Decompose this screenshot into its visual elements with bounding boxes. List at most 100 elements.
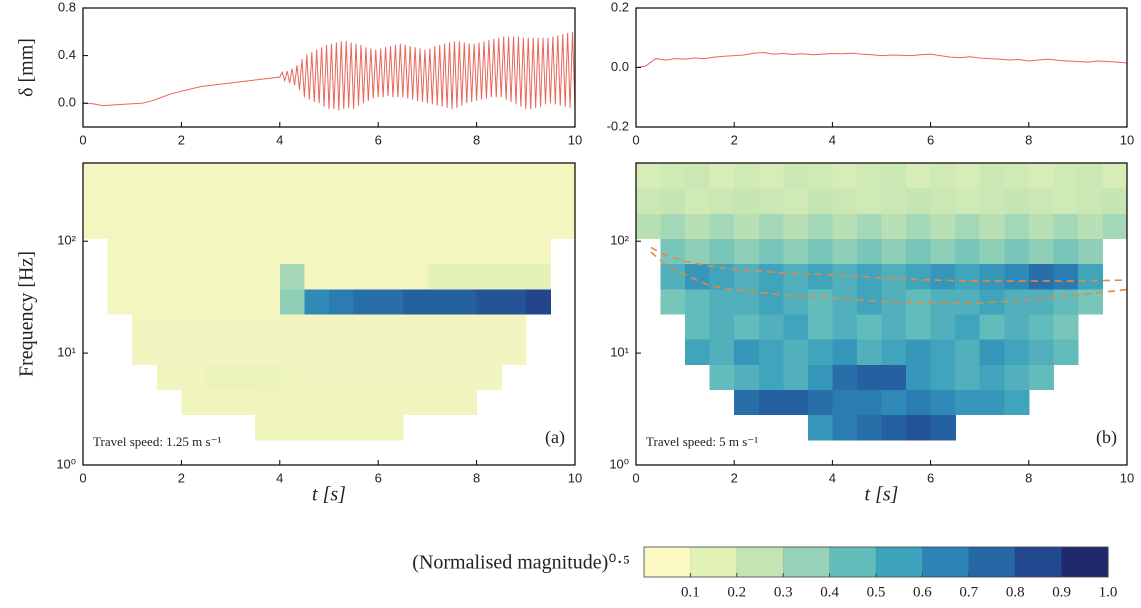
heatmap-cell [685, 339, 711, 365]
plot-frame [635, 162, 1128, 466]
heatmap-cell [832, 389, 858, 416]
plot-frame [82, 7, 576, 128]
heatmap-cell [304, 213, 330, 240]
heatmap-cell [476, 163, 502, 189]
heatmap-cell [279, 364, 305, 391]
heatmap-cell [1004, 313, 1030, 340]
heatmap-cell [304, 339, 330, 365]
x-tick-label: 2 [731, 132, 738, 147]
panel-label: (a) [545, 427, 565, 448]
heatmap-cell [83, 213, 109, 240]
heatmap-cell [353, 238, 379, 265]
x-tick-label: 10 [568, 132, 582, 147]
colorbar-segment [643, 546, 692, 578]
heatmap-cell [304, 163, 330, 189]
y-tick-label: 0.8 [58, 0, 76, 14]
heatmap-cell [636, 163, 662, 189]
x-axis-label: t [s] [865, 484, 899, 506]
heatmap-cell [452, 263, 478, 290]
heatmap-cell [181, 213, 207, 240]
heatmap-cell [856, 213, 883, 240]
heatmap-cell [378, 339, 404, 365]
heatmap-cell [636, 213, 662, 240]
heatmap-cell [807, 288, 833, 315]
heatmap-cell [807, 213, 833, 240]
heatmap-cell [930, 288, 956, 315]
heatmap-cell [452, 163, 478, 189]
heatmap-cell [476, 213, 502, 240]
heatmap-cell [255, 288, 281, 315]
heatmap-cell [734, 263, 760, 290]
heatmap-cell [906, 313, 932, 340]
heatmap-cell [783, 163, 809, 189]
colorbar-tick-label: 0.2 [727, 584, 746, 600]
heatmap-cell [1077, 163, 1104, 189]
heatmap-cell [734, 389, 760, 416]
heatmap-cell [279, 213, 305, 240]
heatmap-cell [906, 238, 932, 265]
heatmap-cell [402, 213, 428, 240]
heatmap-cell [501, 339, 527, 365]
heatmap-cell [856, 313, 883, 340]
x-tick-label: 6 [927, 132, 934, 147]
heatmap-cell [955, 263, 981, 290]
y-tick-label: 10² [57, 233, 76, 248]
heatmap-cell [660, 213, 686, 240]
heatmap-cell [930, 389, 956, 416]
heatmap-cell [525, 238, 551, 265]
heatmap-cell [881, 414, 907, 441]
heatmap-cell [930, 163, 956, 189]
heatmap-cell [452, 339, 478, 365]
heatmap-cell [685, 188, 711, 214]
heatmap-cell [1077, 263, 1104, 290]
heatmap-cell [476, 339, 502, 365]
heatmap-cell [1004, 339, 1030, 365]
data-line [650, 251, 1127, 304]
heatmap-cell [525, 213, 551, 240]
heatmap-cell [930, 188, 956, 214]
heatmap-cell [807, 339, 833, 365]
heatmap-cell [353, 213, 379, 240]
heatmap-cell [402, 188, 428, 214]
heatmap-cell [402, 163, 428, 189]
heatmap-cell [783, 364, 809, 391]
heatmap-cell [402, 263, 428, 290]
heatmap-cell [979, 364, 1005, 391]
heatmap-cell [807, 163, 833, 189]
heatmap-cell [329, 389, 355, 416]
heatmap-cell [906, 263, 932, 290]
heatmap-cell [452, 238, 478, 265]
heatmap-cell [881, 339, 907, 365]
x-tick-label: 4 [829, 470, 836, 485]
heatmap-cell [329, 288, 355, 315]
heatmap-cell [279, 188, 305, 214]
heatmap-cell [501, 213, 527, 240]
heatmap-cell [83, 188, 109, 214]
heatmap-cell [955, 364, 981, 391]
heatmap-cell [550, 163, 575, 189]
heatmap-cell [329, 238, 355, 265]
heatmap-cell [132, 263, 158, 290]
heatmap-cell [476, 364, 502, 391]
heatmap-cell [660, 238, 686, 265]
heatmap-cell [452, 188, 478, 214]
heatmap-cell [378, 364, 404, 391]
heatmap-cell [979, 313, 1005, 340]
heatmap-cell [1004, 238, 1030, 265]
heatmap-cell [206, 263, 232, 290]
heatmap-cell [181, 313, 207, 340]
colorbar-segment [829, 546, 877, 578]
heatmap-cell [304, 313, 330, 340]
heatmap-cell [856, 238, 883, 265]
heatmap-cell [1004, 188, 1030, 214]
heatmap-cell [329, 364, 355, 391]
heatmap-cell [255, 364, 281, 391]
heatmap-cell [476, 188, 502, 214]
heatmap-cell [181, 238, 207, 265]
heatmap-cell [906, 414, 932, 441]
heatmap-cell [156, 364, 182, 391]
heatmap-cell [255, 238, 281, 265]
heatmap-cell [304, 238, 330, 265]
heatmap-cell [955, 339, 981, 365]
